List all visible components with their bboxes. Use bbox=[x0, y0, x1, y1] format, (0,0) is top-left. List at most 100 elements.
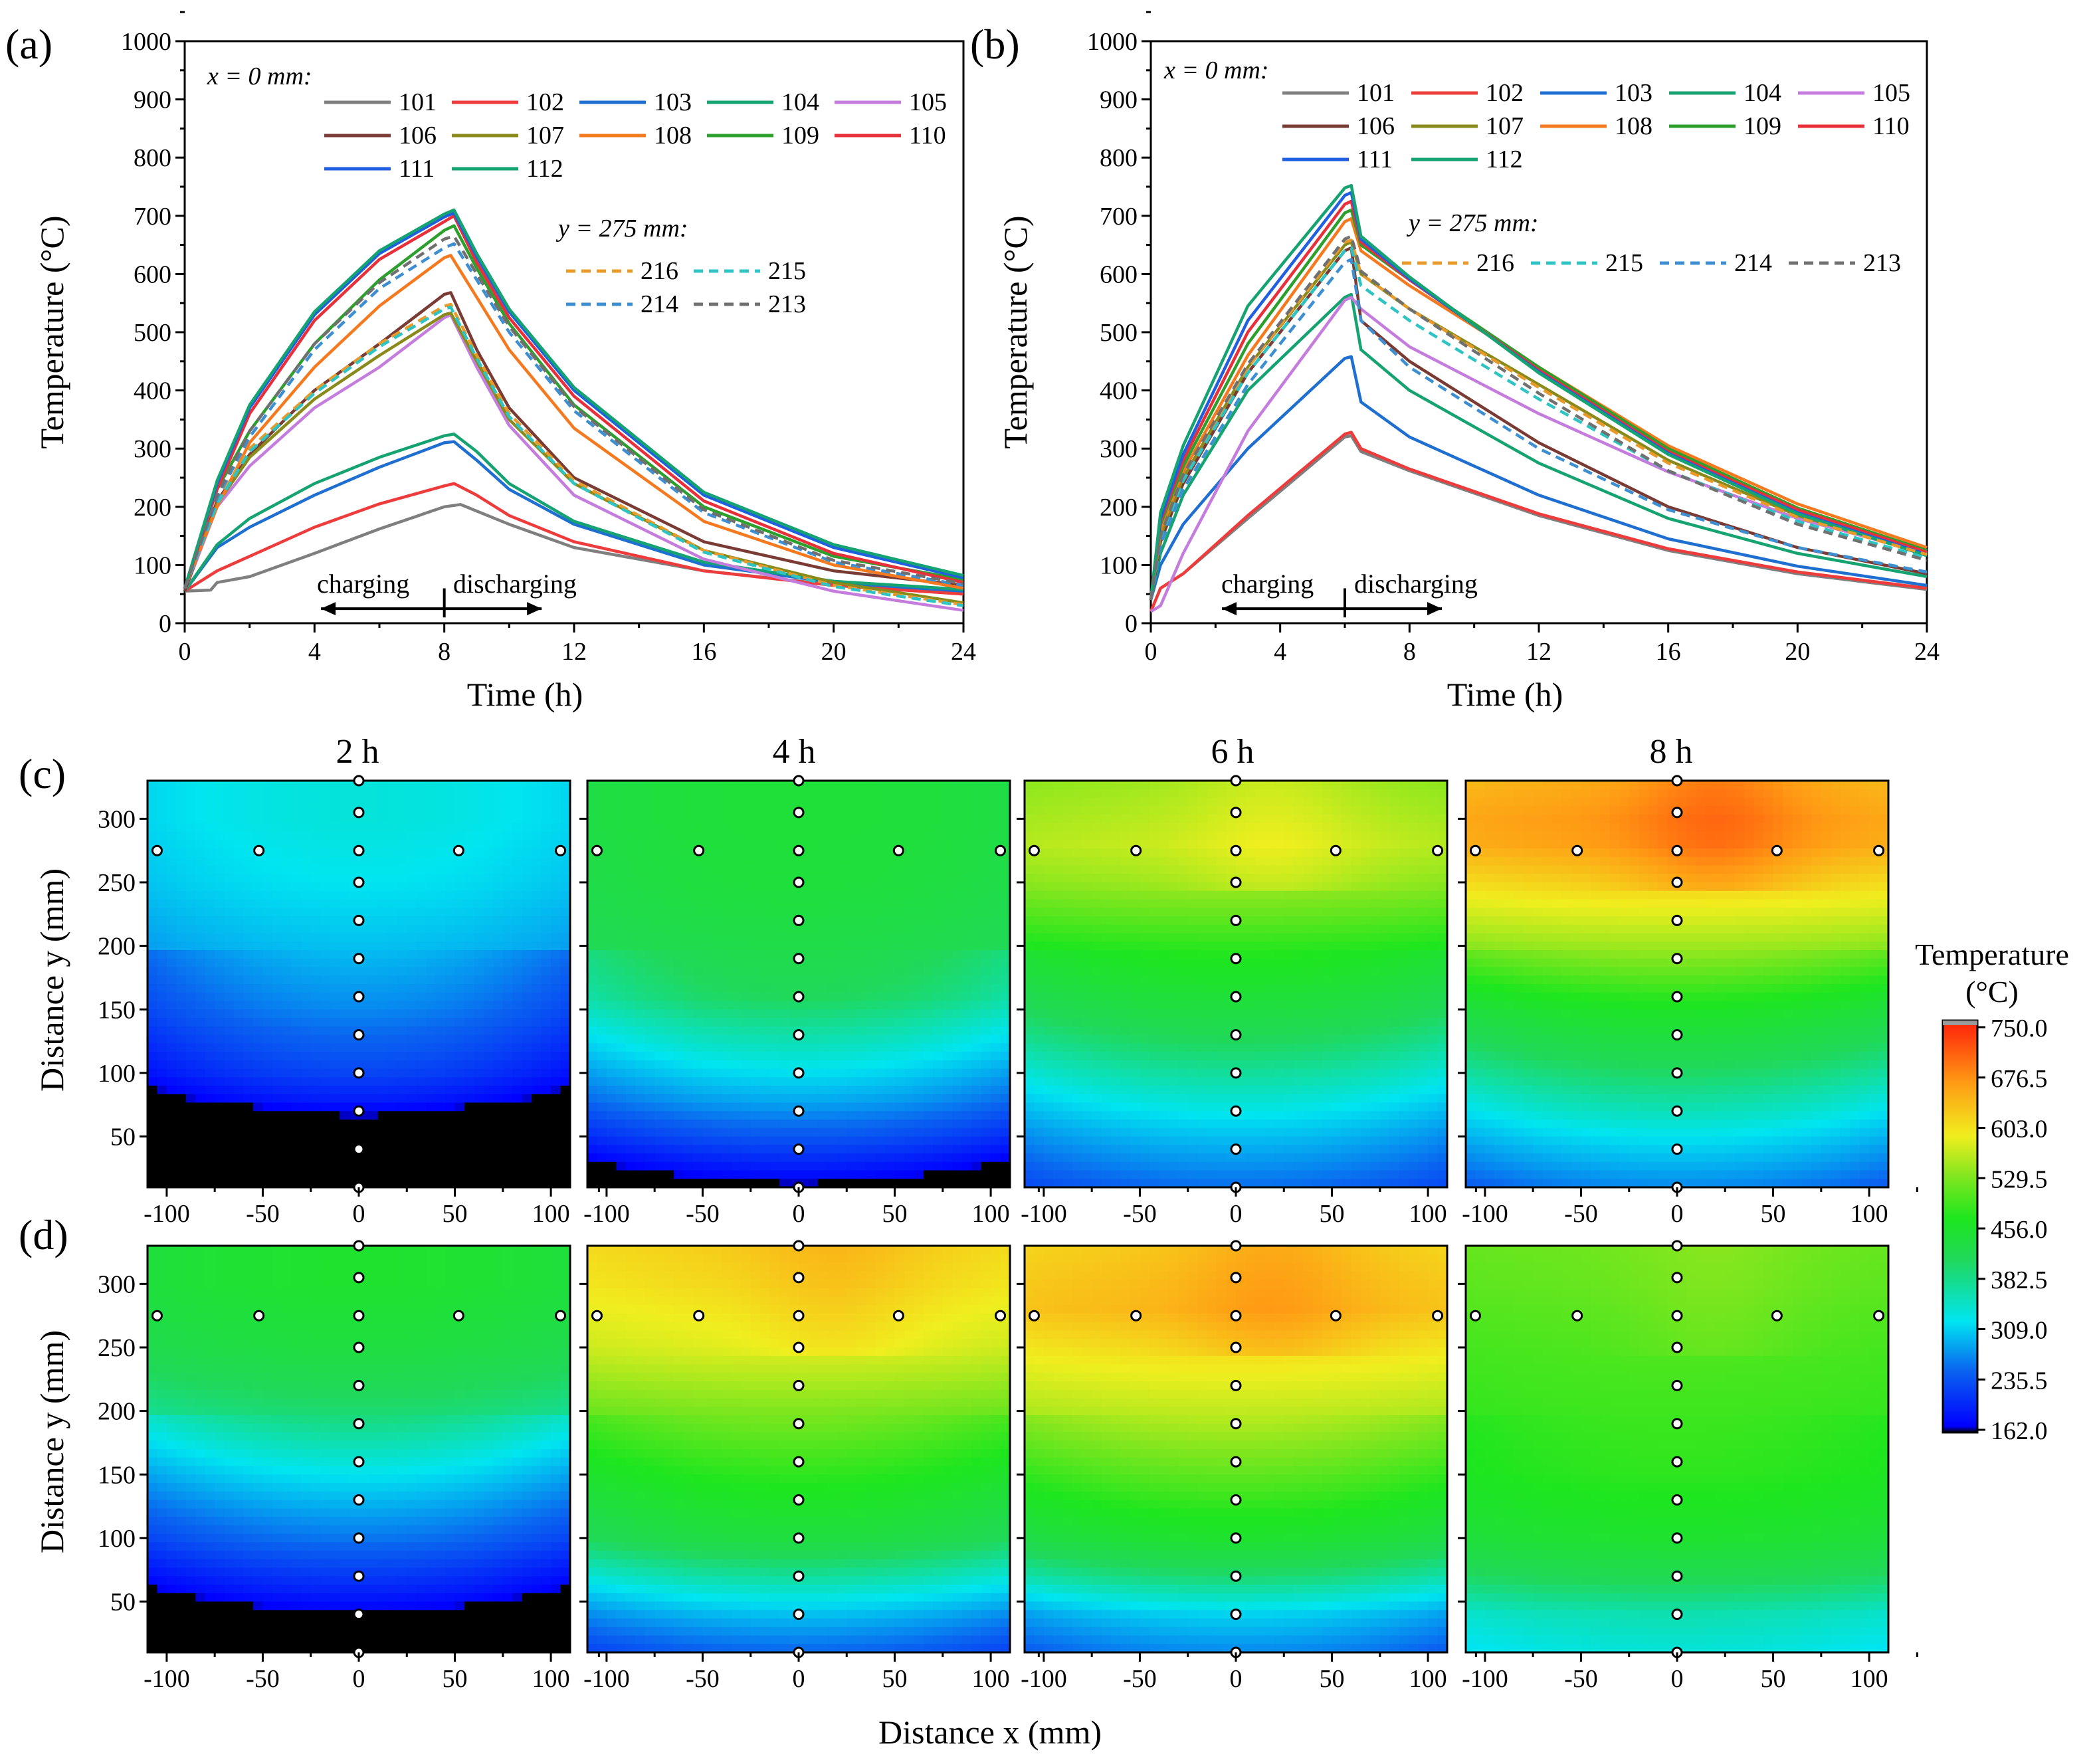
contour-cell bbox=[732, 1060, 742, 1070]
contour-cell bbox=[607, 1137, 617, 1146]
contour-cell bbox=[654, 789, 664, 799]
contour-cell bbox=[712, 1052, 722, 1061]
contour-cell bbox=[914, 1018, 924, 1027]
contour-cell bbox=[340, 916, 350, 926]
contour-cell bbox=[981, 798, 991, 807]
contour-cell bbox=[943, 1120, 953, 1129]
contour-cell bbox=[904, 1060, 914, 1070]
contour-cell bbox=[1035, 1120, 1045, 1129]
contour-cell bbox=[1092, 1052, 1102, 1061]
contour-cell bbox=[962, 1069, 972, 1078]
contour-cell bbox=[522, 993, 532, 1002]
contour-cell bbox=[645, 950, 655, 959]
contour-cell bbox=[387, 1009, 397, 1019]
contour-cell bbox=[674, 1171, 684, 1180]
contour-cell bbox=[693, 874, 703, 883]
contour-cell bbox=[1025, 1069, 1035, 1078]
contour-cell bbox=[741, 916, 751, 926]
contour-cell bbox=[340, 815, 350, 824]
contour-cell bbox=[1082, 941, 1092, 951]
contour-cell bbox=[426, 925, 436, 934]
contour-cell bbox=[607, 916, 617, 926]
contour-cell bbox=[789, 933, 799, 943]
contour-cell bbox=[770, 1018, 780, 1027]
contour-cell bbox=[971, 840, 981, 849]
contour-cell bbox=[674, 1027, 684, 1036]
contour-cell bbox=[1092, 950, 1102, 959]
contour-cell bbox=[703, 1001, 713, 1011]
contour-cell bbox=[1082, 857, 1092, 866]
contour-cell bbox=[1063, 806, 1073, 815]
contour-cell bbox=[866, 1162, 876, 1171]
contour-cell bbox=[350, 933, 359, 943]
contour-cell bbox=[186, 781, 196, 790]
contour-cell bbox=[962, 866, 972, 875]
contour-cell bbox=[167, 959, 177, 968]
contour-cell bbox=[1092, 1077, 1102, 1086]
contour-cell bbox=[607, 1077, 617, 1086]
contour-cell bbox=[378, 1103, 388, 1112]
contour-cell bbox=[186, 857, 196, 866]
contour-cell bbox=[551, 1120, 561, 1129]
contour-cell bbox=[712, 1077, 722, 1086]
contour-cell bbox=[616, 975, 626, 985]
contour-cell bbox=[933, 1111, 943, 1120]
contour-cell bbox=[272, 959, 282, 968]
contour-cell bbox=[597, 1086, 607, 1095]
contour-cell bbox=[244, 975, 254, 985]
contour-cell bbox=[387, 900, 397, 909]
contour-cell bbox=[924, 993, 934, 1002]
contour-cell bbox=[809, 967, 819, 977]
contour-cell bbox=[387, 916, 397, 926]
contour-cell bbox=[818, 900, 828, 909]
contour-cell bbox=[272, 1027, 282, 1036]
contour-cell bbox=[474, 1094, 484, 1104]
contour-cell bbox=[522, 1027, 532, 1036]
contour-cell bbox=[157, 1052, 167, 1061]
contour-cell bbox=[770, 1145, 780, 1154]
contour-cell bbox=[484, 1027, 494, 1036]
contour-cell bbox=[1092, 1171, 1102, 1180]
contour-cell bbox=[272, 789, 282, 799]
contour-cell bbox=[436, 967, 446, 977]
contour-cell bbox=[397, 941, 407, 951]
contour-cell bbox=[186, 950, 196, 959]
contour-cell bbox=[664, 1035, 674, 1044]
contour-cell bbox=[1082, 1001, 1092, 1011]
contour-cell bbox=[876, 1128, 886, 1137]
contour-cell bbox=[292, 798, 302, 807]
contour-cell bbox=[417, 848, 427, 858]
sensor-marker bbox=[354, 776, 363, 785]
contour-cell bbox=[770, 1077, 780, 1086]
contour-cell bbox=[876, 832, 886, 841]
contour-cell bbox=[157, 900, 167, 909]
contour-cell bbox=[167, 941, 177, 951]
contour-cell bbox=[542, 1137, 551, 1146]
contour-cell bbox=[722, 1162, 732, 1171]
contour-cell bbox=[751, 1043, 761, 1052]
contour-cell bbox=[732, 891, 742, 900]
contour-cell bbox=[445, 866, 455, 875]
contour-cell bbox=[225, 1086, 235, 1095]
contour-cell bbox=[311, 1103, 321, 1112]
contour-cell bbox=[522, 789, 532, 799]
contour-cell bbox=[320, 941, 330, 951]
contour-cell bbox=[225, 891, 235, 900]
contour-cell bbox=[195, 1043, 205, 1052]
contour-cell bbox=[253, 874, 263, 883]
contour-cell bbox=[943, 1009, 953, 1019]
contour-cell bbox=[1025, 1086, 1035, 1095]
contour-cell bbox=[1044, 1111, 1054, 1120]
contour-cell bbox=[924, 1086, 934, 1095]
contour-cell bbox=[512, 1171, 522, 1180]
contour-map-c-2: -100 -50 0 50 100 bbox=[579, 776, 1039, 1228]
contour-cell bbox=[225, 1027, 235, 1036]
contour-cell bbox=[626, 1111, 636, 1120]
contour-cell bbox=[943, 967, 953, 977]
contour-cell bbox=[551, 891, 561, 900]
contour-cell bbox=[587, 1027, 597, 1036]
contour-cell bbox=[522, 857, 532, 866]
contour-cell bbox=[952, 1027, 962, 1036]
contour-cell bbox=[722, 908, 732, 917]
contour-cell bbox=[645, 967, 655, 977]
